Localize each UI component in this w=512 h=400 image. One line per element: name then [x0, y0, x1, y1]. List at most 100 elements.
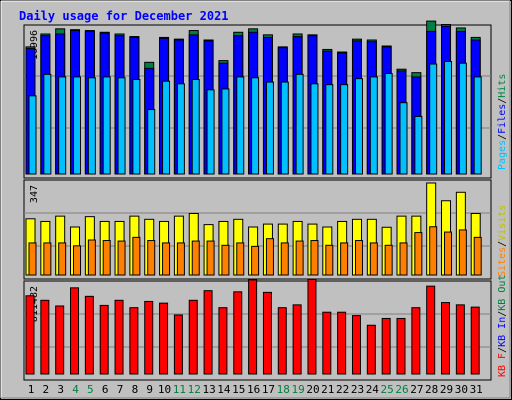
x-tick-label: 22: [336, 383, 349, 396]
legend-visits: Visits: [497, 205, 508, 241]
kb-bar: [426, 285, 436, 375]
pages-bar: [28, 95, 37, 175]
sites-bar: [280, 242, 289, 276]
kb-bar: [144, 300, 154, 375]
pages-bar: [43, 73, 52, 175]
pages-bar: [206, 89, 215, 175]
pages-bar: [473, 76, 482, 175]
kb-bar: [248, 279, 258, 375]
pages-bar: [251, 77, 260, 175]
sites-bar: [236, 242, 245, 276]
pages-bar: [340, 84, 349, 175]
legend-separator: /: [497, 98, 508, 104]
x-tick-label: 19: [291, 383, 304, 396]
legend-separator: /: [497, 347, 508, 353]
pages-bar: [102, 76, 111, 175]
kb-bar: [218, 307, 228, 375]
kb-bar: [396, 317, 406, 375]
kb-bar: [366, 324, 376, 375]
usage-legend: Pages/Files/Hits: [497, 74, 508, 170]
legend-kb-f: KB F: [497, 353, 508, 377]
pages-bar: [444, 60, 453, 175]
x-tick-label: 28: [425, 383, 438, 396]
pages-bar: [280, 81, 289, 175]
x-tick-label: 8: [132, 383, 139, 396]
legend-files: Files: [497, 104, 508, 134]
x-tick-label: 10: [158, 383, 171, 396]
sites-bar: [221, 244, 230, 276]
legend-hits: Hits: [497, 74, 508, 98]
sites-bar: [132, 236, 141, 276]
sites-bar: [369, 242, 378, 276]
legend-kb-out: KB Out: [497, 275, 508, 311]
x-tick-label: 26: [395, 383, 408, 396]
kb-legend: KB F/KB In/KB Out: [497, 275, 508, 377]
kb-bar: [203, 290, 213, 375]
pages-bar: [414, 115, 423, 175]
kb-bar: [322, 311, 332, 375]
x-tick-label: 18: [277, 383, 290, 396]
usage-y-max-label: 16996: [29, 30, 40, 60]
kb-bar: [188, 299, 198, 375]
pages-bar: [132, 79, 141, 175]
sites-bar: [102, 240, 111, 276]
x-tick-label: 2: [43, 383, 50, 396]
sites-bar: [384, 244, 393, 276]
kb-bar: [351, 315, 361, 375]
x-tick-label: 20: [306, 383, 319, 396]
x-tick-label: 31: [470, 383, 483, 396]
legend-separator: /: [497, 134, 508, 140]
pages-bar: [236, 76, 245, 175]
x-tick-label: 17: [262, 383, 275, 396]
x-tick-label: 21: [321, 383, 334, 396]
pages-bar: [176, 83, 185, 175]
x-tick-label: 9: [146, 383, 153, 396]
sites-bar: [458, 229, 467, 276]
x-axis-labels: 1 2 3 4 5 6 7 8 9 10 11 12 13 14 15 16 17 18 19 20 21 22 23 24 2…: [28, 383, 483, 396]
sites-bar: [354, 240, 363, 276]
kb-bar: [292, 304, 302, 375]
x-tick-label: 24: [366, 383, 380, 396]
x-tick-label: 12: [188, 383, 201, 396]
x-tick-label: 4: [72, 383, 79, 396]
visits-legend: Sites/Visits: [497, 205, 508, 277]
pages-bar: [117, 77, 126, 175]
kb-bar: [337, 311, 347, 375]
kb-bar: [70, 287, 80, 375]
kb-bar: [455, 304, 465, 375]
kb-bar: [25, 295, 35, 375]
pages-bar: [221, 88, 230, 175]
x-tick-label: 27: [410, 383, 423, 396]
kb-panel: [23, 280, 492, 381]
sites-bar: [399, 242, 408, 276]
legend-sites: Sites: [497, 247, 508, 277]
x-tick-label: 3: [57, 383, 64, 396]
sites-bar: [414, 232, 423, 276]
sites-bar: [444, 231, 453, 276]
kb-bar: [114, 299, 124, 375]
pages-bar: [73, 76, 82, 175]
kb-bar: [307, 278, 317, 375]
kb-bar: [84, 295, 94, 375]
x-tick-label: 5: [87, 383, 94, 396]
sites-bar: [295, 240, 304, 276]
kb-bar: [470, 306, 480, 375]
x-tick-label: 6: [102, 383, 109, 396]
kb-bar: [411, 307, 421, 375]
x-tick-label: 25: [381, 383, 394, 396]
x-tick-label: 11: [173, 383, 186, 396]
x-tick-label: 16: [247, 383, 260, 396]
sites-bar: [58, 242, 67, 276]
sites-bar: [176, 242, 185, 276]
kb-bar: [262, 291, 272, 375]
x-tick-label: 15: [232, 383, 245, 396]
legend-pages: Pages: [497, 140, 508, 170]
sites-bar: [191, 240, 200, 276]
sites-bar: [28, 242, 37, 276]
x-tick-label: 14: [217, 383, 231, 396]
kb-bar: [40, 299, 50, 375]
pages-bar: [325, 84, 334, 175]
x-tick-label: 7: [117, 383, 124, 396]
visits-y-max-label: 347: [29, 185, 40, 203]
